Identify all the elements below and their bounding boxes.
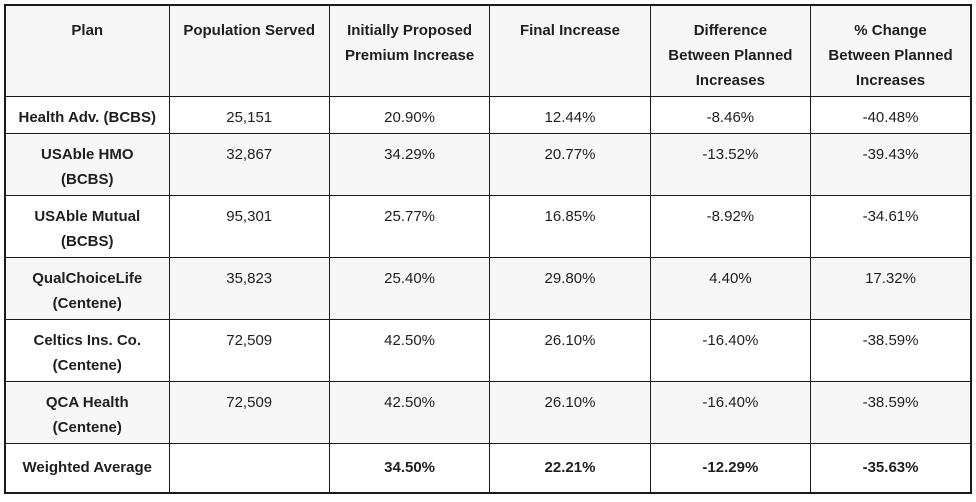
cell-final-increase: 12.44% bbox=[489, 95, 651, 134]
cell-initial-increase: 25.40% bbox=[328, 256, 491, 320]
table-row-usable-hmo: USAble HMO (BCBS) 32,867 34.29% 20.77% -… bbox=[4, 132, 972, 196]
cell-difference: -12.29% bbox=[649, 442, 812, 494]
column-header-plan: Plan bbox=[4, 4, 170, 97]
cell-population-served: 95,301 bbox=[168, 194, 330, 258]
column-header-difference-between-planned: Difference Between Planned Increases bbox=[649, 4, 812, 97]
table-header: Plan Population Served Initially Propose… bbox=[4, 4, 972, 97]
cell-final-increase: 29.80% bbox=[489, 256, 651, 320]
cell-population-served bbox=[168, 442, 330, 494]
cell-plan: QualChoiceLife (Centene) bbox=[4, 256, 170, 320]
cell-final-increase: 26.10% bbox=[489, 380, 651, 444]
cell-difference: -8.92% bbox=[649, 194, 812, 258]
column-header-final-increase: Final Increase bbox=[489, 4, 651, 97]
table-row-health-adv: Health Adv. (BCBS) 25,151 20.90% 12.44% … bbox=[4, 95, 972, 134]
cell-final-increase: 22.21% bbox=[489, 442, 651, 494]
cell-initial-increase: 42.50% bbox=[328, 318, 491, 382]
cell-final-increase: 26.10% bbox=[489, 318, 651, 382]
cell-difference: -16.40% bbox=[649, 318, 812, 382]
cell-pct-change: 17.32% bbox=[810, 256, 972, 320]
cell-final-increase: 20.77% bbox=[489, 132, 651, 196]
cell-difference: 4.40% bbox=[649, 256, 812, 320]
table-body: Health Adv. (BCBS) 25,151 20.90% 12.44% … bbox=[4, 95, 972, 494]
cell-plan: Celtics Ins. Co. (Centene) bbox=[4, 318, 170, 382]
cell-initial-increase: 42.50% bbox=[328, 380, 491, 444]
cell-pct-change: -35.63% bbox=[810, 442, 972, 494]
cell-difference: -13.52% bbox=[649, 132, 812, 196]
cell-initial-increase: 20.90% bbox=[328, 95, 491, 134]
cell-pct-change: -40.48% bbox=[810, 95, 972, 134]
cell-initial-increase: 25.77% bbox=[328, 194, 491, 258]
table-row-qualchoicelife: QualChoiceLife (Centene) 35,823 25.40% 2… bbox=[4, 256, 972, 320]
cell-final-increase: 16.85% bbox=[489, 194, 651, 258]
cell-population-served: 35,823 bbox=[168, 256, 330, 320]
cell-plan: Health Adv. (BCBS) bbox=[4, 95, 170, 134]
column-header-initial-premium-increase: Initially Proposed Premium Increase bbox=[328, 4, 491, 97]
cell-pct-change: -38.59% bbox=[810, 380, 972, 444]
cell-population-served: 32,867 bbox=[168, 132, 330, 196]
cell-initial-increase: 34.50% bbox=[328, 442, 491, 494]
cell-population-served: 72,509 bbox=[168, 318, 330, 382]
premium-increase-table: Plan Population Served Initially Propose… bbox=[4, 4, 972, 494]
cell-initial-increase: 34.29% bbox=[328, 132, 491, 196]
column-header-pct-change-between-planned: % Change Between Planned Increases bbox=[810, 4, 972, 97]
cell-plan: USAble HMO (BCBS) bbox=[4, 132, 170, 196]
cell-plan: USAble Mutual (BCBS) bbox=[4, 194, 170, 258]
cell-population-served: 72,509 bbox=[168, 380, 330, 444]
cell-pct-change: -38.59% bbox=[810, 318, 972, 382]
cell-difference: -16.40% bbox=[649, 380, 812, 444]
table-row-weighted-average: Weighted Average 34.50% 22.21% -12.29% -… bbox=[4, 442, 972, 494]
cell-difference: -8.46% bbox=[649, 95, 812, 134]
table-row-usable-mutual: USAble Mutual (BCBS) 95,301 25.77% 16.85… bbox=[4, 194, 972, 258]
header-row: Plan Population Served Initially Propose… bbox=[4, 4, 972, 97]
table-row-celtics-ins: Celtics Ins. Co. (Centene) 72,509 42.50%… bbox=[4, 318, 972, 382]
cell-pct-change: -34.61% bbox=[810, 194, 972, 258]
cell-plan: Weighted Average bbox=[4, 442, 170, 494]
cell-pct-change: -39.43% bbox=[810, 132, 972, 196]
column-header-population-served: Population Served bbox=[168, 4, 330, 97]
cell-plan: QCA Health (Centene) bbox=[4, 380, 170, 444]
table-row-qca-health: QCA Health (Centene) 72,509 42.50% 26.10… bbox=[4, 380, 972, 444]
cell-population-served: 25,151 bbox=[168, 95, 330, 134]
